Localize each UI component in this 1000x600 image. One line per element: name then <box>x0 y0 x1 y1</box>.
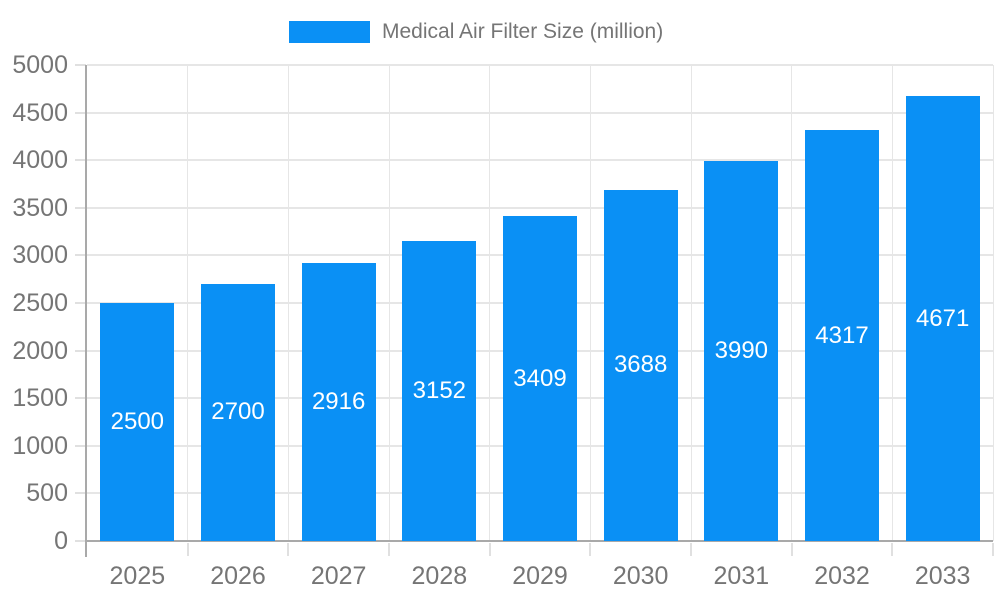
x-axis-label: 2029 <box>512 562 568 590</box>
bar-value-label: 4671 <box>915 304 970 332</box>
bar-2028 <box>402 240 477 541</box>
bar-value-label: 2700 <box>211 398 265 426</box>
x-gridline <box>388 65 390 541</box>
x-tick <box>488 543 491 556</box>
y-axis-label: 5000 <box>12 51 68 79</box>
x-tick <box>589 543 592 556</box>
y-tick <box>75 206 86 209</box>
x-tick <box>388 543 390 556</box>
x-tick <box>287 543 290 556</box>
y-axis-label: 500 <box>26 479 68 508</box>
x-axis-label: 2026 <box>210 562 266 590</box>
bar-2029 <box>503 216 577 541</box>
bar-value-label: 4317 <box>815 321 869 349</box>
bar-value-label: 2916 <box>311 388 366 416</box>
y-tick <box>75 397 86 400</box>
bar-2026 <box>201 283 275 541</box>
y-tick <box>75 159 86 162</box>
y-axis-label: 2500 <box>12 289 68 317</box>
y-axis-label: 3500 <box>12 193 68 222</box>
y-axis-label: 1000 <box>12 431 68 460</box>
x-gridline <box>187 65 189 541</box>
chart-legend[interactable]: Medical Air Filter Size (million) <box>289 20 664 43</box>
y-axis-label: 4500 <box>12 98 68 127</box>
bar-2031 <box>704 161 779 541</box>
y-axis-line <box>85 65 87 557</box>
bar-2032 <box>805 130 879 541</box>
bar-2025 <box>100 303 175 541</box>
legend-label: Medical Air Filter Size (million) <box>382 20 664 43</box>
x-axis-label: 2030 <box>612 562 669 590</box>
y-tick <box>75 492 86 495</box>
x-tick <box>992 543 994 556</box>
x-axis-label: 2032 <box>814 562 870 590</box>
y-tick <box>75 254 86 257</box>
y-gridline <box>87 206 993 209</box>
bar-2033 <box>905 96 980 541</box>
bar-2027 <box>301 263 376 541</box>
x-axis-label: 2028 <box>411 562 468 590</box>
y-tick <box>75 444 86 447</box>
bar-value-label: 2500 <box>110 408 165 435</box>
x-tick <box>186 543 189 556</box>
y-tick <box>75 302 86 304</box>
x-gridline <box>489 65 491 541</box>
x-axis-label: 2031 <box>713 562 770 590</box>
x-axis-label: 2027 <box>310 562 367 590</box>
y-tick <box>75 349 86 352</box>
bar-value-label: 3152 <box>412 376 467 404</box>
bar-value-label: 3990 <box>714 337 769 365</box>
x-tick <box>790 543 793 556</box>
x-axis-line <box>85 540 993 542</box>
y-gridline <box>87 111 993 114</box>
x-gridline <box>992 65 994 541</box>
y-axis-label: 0 <box>54 527 68 555</box>
x-axis-label: 2033 <box>914 562 971 590</box>
x-tick <box>891 543 894 556</box>
y-tick <box>75 111 86 114</box>
bar-value-label: 3409 <box>513 364 567 392</box>
x-gridline <box>791 65 793 541</box>
y-tick <box>75 540 86 542</box>
x-axis-label: 2025 <box>109 562 166 590</box>
bar-2030 <box>603 189 678 541</box>
bar-value-label: 3688 <box>613 351 668 379</box>
x-gridline <box>690 65 692 541</box>
y-gridline <box>87 159 993 162</box>
y-axis-label: 3000 <box>12 241 68 270</box>
x-gridline <box>589 65 591 541</box>
y-axis-label: 4000 <box>12 146 68 175</box>
y-gridline <box>87 64 993 66</box>
y-tick <box>75 64 86 66</box>
legend-swatch <box>289 21 370 43</box>
x-gridline <box>287 65 289 541</box>
y-axis-label: 2000 <box>12 336 68 365</box>
y-axis-label: 1500 <box>12 384 68 413</box>
x-gridline <box>891 65 893 541</box>
x-tick <box>690 543 692 556</box>
